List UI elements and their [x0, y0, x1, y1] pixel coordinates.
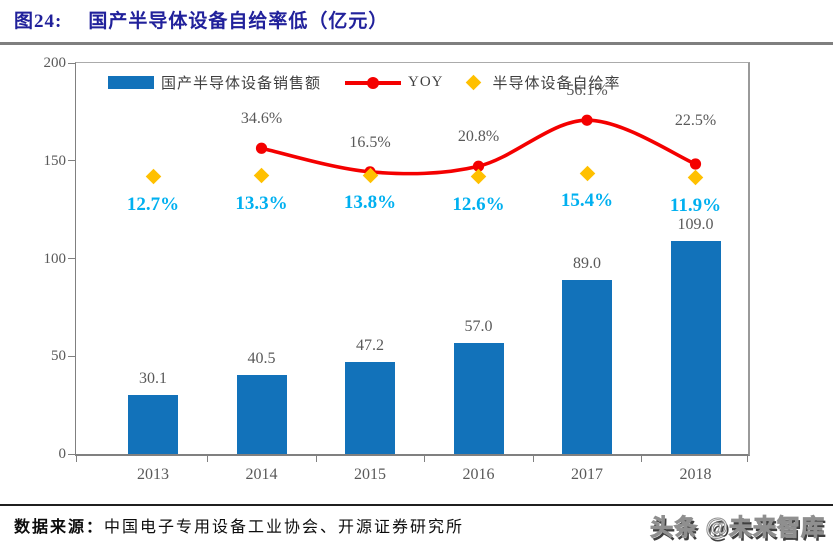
ownership-rate-label: 12.7%: [126, 193, 180, 215]
yoy-point: [581, 114, 593, 126]
legend-item-sales: 国产半导体设备销售额: [108, 72, 321, 93]
data-source-label: 数据来源：: [14, 519, 105, 536]
bar-value-label: 57.0: [464, 317, 493, 335]
figure-number: 图24:: [14, 11, 63, 32]
x-axis-tick-mark: [747, 456, 748, 462]
legend-label-rate: 半导体设备自给率: [492, 76, 621, 92]
ownership-rate-label: 11.9%: [669, 194, 722, 216]
bar-value-label: 109.0: [677, 215, 714, 233]
x-axis-tick-mark: [641, 456, 643, 462]
legend-label-sales: 国产半导体设备销售额: [161, 76, 322, 92]
yoy-value-label: 20.8%: [457, 128, 500, 146]
y-axis-tick-label: 50: [51, 348, 66, 365]
y-axis-tick-mark: [68, 453, 75, 455]
yoy-point: [472, 160, 485, 172]
chart-legend: 国产半导体设备销售额 YOY 半导体设备自给率: [108, 72, 621, 93]
sales-bar: [345, 361, 395, 454]
footer-divider: [0, 504, 833, 506]
data-source-value: 中国电子专用设备工业协会、开源证券研究所: [104, 519, 465, 536]
bar-value-label: 47.2: [356, 336, 384, 354]
legend-item-rate: 半导体设备自给率: [465, 72, 621, 93]
y-axis-tick-label: 200: [43, 55, 67, 71]
bar-value-label: 40.5: [247, 349, 276, 367]
yoy-value-label: 16.5%: [349, 133, 391, 151]
legend-item-yoy: YOY: [345, 74, 444, 91]
y-axis-tick-mark: [68, 62, 75, 64]
yoy-line-layer: [255, 114, 702, 178]
x-axis-label: 2013: [137, 466, 169, 483]
sales-bar: [562, 280, 612, 454]
yoy-value-label: 22.5%: [674, 112, 717, 129]
y-axis-tick-label: 100: [43, 250, 67, 267]
yoy-point: [689, 158, 702, 170]
y-axis-tick-mark: [68, 258, 75, 259]
x-axis-label: 2016: [462, 466, 495, 483]
data-source: 数据来源：中国电子专用设备工业协会、开源证券研究所: [14, 513, 464, 537]
x-axis-label: 2018: [679, 466, 712, 483]
x-axis-tick-mark: [207, 456, 209, 462]
yoy-point: [255, 142, 268, 154]
sales-bar: [453, 342, 504, 454]
bar-value-label: 89.0: [573, 255, 601, 273]
ownership-rate-label: 13.3%: [235, 192, 288, 214]
x-axis-tick-mark: [315, 456, 317, 462]
figure-header: 图24: 国产半导体设备自给率低（亿元）: [14, 6, 388, 33]
x-axis-label: 2015: [354, 466, 386, 483]
sales-bar: [236, 374, 287, 454]
legend-label-yoy: YOY: [408, 74, 444, 90]
figure-title: 国产半导体设备自给率低（亿元）: [88, 11, 389, 32]
ownership-rate-label: 12.6%: [452, 193, 505, 215]
watermark: 头条 @未来智库: [650, 514, 825, 541]
x-axis-tick-mark: [76, 456, 77, 462]
x-axis-tick-mark: [532, 456, 534, 462]
sales-bar: [128, 395, 178, 454]
line-series-marker: [367, 76, 380, 89]
bar-value-label: 30.1: [139, 370, 167, 388]
x-axis-tick-mark: [424, 456, 426, 462]
plot-area: 国产半导体设备销售额 YOY 半导体设备自给率 0 50 100 150 200 2013…: [44, 55, 750, 483]
x-axis-label: 2014: [245, 466, 278, 483]
y-axis-tick-label: 0: [58, 446, 67, 462]
y-axis-tick-mark: [68, 160, 75, 162]
ownership-rate-label: 13.8%: [343, 192, 397, 214]
y-axis-tick-mark: [68, 355, 75, 357]
bar-series-swatch: [108, 76, 154, 89]
header-divider: [0, 42, 833, 45]
yoy-value-label: 34.6%: [240, 110, 283, 128]
yoy-value-label: 56.1%: [566, 82, 608, 100]
y-axis-tick-label: 150: [43, 152, 67, 169]
line-series-swatch: [345, 76, 402, 89]
ownership-rate-label: 15.4%: [560, 190, 614, 212]
sales-bar: [670, 240, 721, 454]
x-axis-label: 2017: [571, 466, 603, 483]
